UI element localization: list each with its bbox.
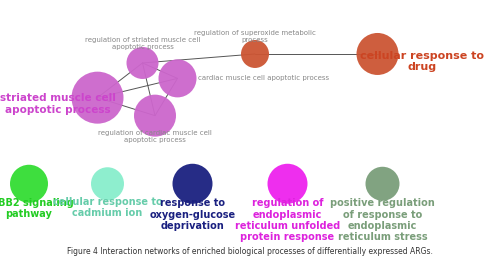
Ellipse shape <box>91 167 124 200</box>
Ellipse shape <box>72 72 124 124</box>
Text: striated muscle cell
apoptotic process: striated muscle cell apoptotic process <box>0 94 116 115</box>
Text: regulation of striated muscle cell
apoptotic process: regulation of striated muscle cell apopt… <box>85 37 200 50</box>
Text: Figure 4 Interaction networks of enriched biological processes of differentially: Figure 4 Interaction networks of enriche… <box>67 247 433 256</box>
Ellipse shape <box>10 165 48 203</box>
Text: response to
oxygen-glucose
deprivation: response to oxygen-glucose deprivation <box>150 198 236 231</box>
Text: ERBB2 signaling
pathway: ERBB2 signaling pathway <box>0 198 74 219</box>
Ellipse shape <box>356 33 399 75</box>
Ellipse shape <box>268 164 308 204</box>
Text: cardiac muscle cell apoptotic process: cardiac muscle cell apoptotic process <box>198 75 328 81</box>
Text: positive regulation
of response to
endoplasmic
reticulum stress: positive regulation of response to endop… <box>330 198 435 242</box>
Ellipse shape <box>126 47 158 79</box>
Ellipse shape <box>241 40 269 68</box>
Text: regulation of
endoplasmic
reticulum unfolded
protein response: regulation of endoplasmic reticulum unfo… <box>235 198 340 242</box>
Text: regulation of cardiac muscle cell
apoptotic process: regulation of cardiac muscle cell apopto… <box>98 130 212 143</box>
Text: cellular response to
drug: cellular response to drug <box>360 51 484 72</box>
Ellipse shape <box>134 95 176 137</box>
Ellipse shape <box>172 164 212 204</box>
Text: regulation of superoxide metabolic
process: regulation of superoxide metabolic proce… <box>194 30 316 43</box>
Ellipse shape <box>158 59 196 97</box>
Text: cellular response to
cadmium ion: cellular response to cadmium ion <box>52 197 162 218</box>
Ellipse shape <box>366 167 400 201</box>
